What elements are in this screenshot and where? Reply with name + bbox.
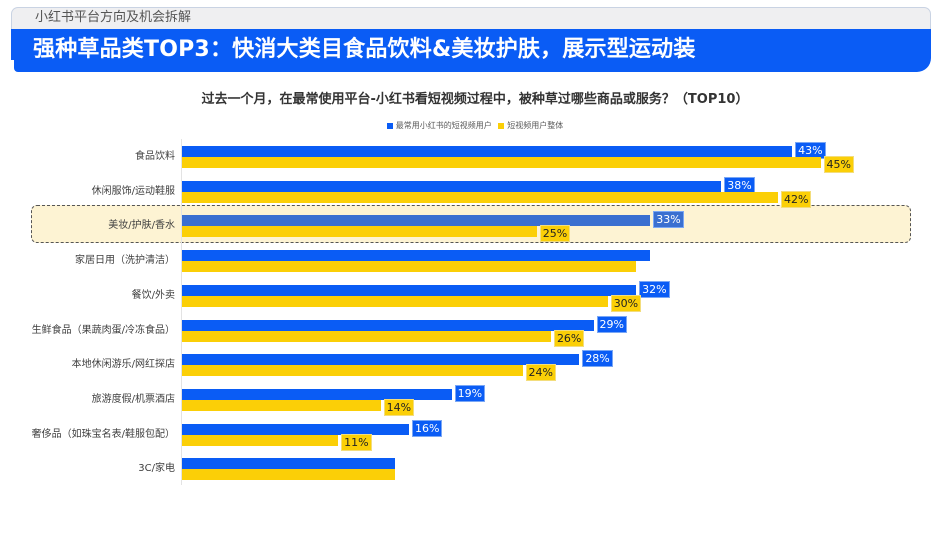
data-label: 25% [539, 225, 571, 243]
data-label: 29% [596, 315, 627, 333]
bar-xiaohongshu-users [182, 423, 410, 435]
category-label: 休闲服饰/运动鞋服 [91, 185, 175, 197]
bar-xiaohongshu-users [182, 458, 395, 470]
legend-item-blue: 最常用小红书的短视频用户 [386, 120, 492, 132]
category-label: 3C/家电 [138, 463, 175, 475]
bar-all-users [182, 295, 608, 307]
bar-all-users [182, 261, 637, 273]
data-label: 11% [341, 433, 372, 451]
bar-all-users [182, 226, 537, 238]
data-label: 33% [653, 211, 684, 229]
category-label: 本地休闲游乐/网红探店 [71, 359, 175, 371]
bar-xiaohongshu-users [182, 388, 452, 400]
category-label: 食品饮料 [135, 151, 175, 162]
legend-label: 最常用小红书的短视频用户 [395, 121, 492, 130]
header-subtitle: 小红书平台方向及机会拆解 [35, 10, 192, 25]
data-label: 14% [383, 398, 415, 416]
data-label: 19% [454, 384, 486, 402]
category-label: 旅游度假/机票酒店 [91, 393, 175, 405]
category-axis [181, 139, 182, 485]
bar-all-users [182, 157, 821, 168]
header-title-bar [11, 29, 931, 72]
data-label: 38% [724, 176, 755, 194]
header-subtitle-bar [11, 7, 931, 29]
data-label: 30% [610, 294, 642, 312]
data-label: 32% [639, 280, 670, 298]
data-label: 26% [553, 329, 585, 347]
category-label: 餐饮/外卖 [131, 289, 175, 301]
bar-all-users [182, 365, 523, 377]
category-label: 生鲜食品（果蔬肉蛋/冷冻食品） [31, 324, 175, 336]
data-label: 42% [780, 190, 812, 208]
category-label: 家居日用（洗护清洁） [75, 255, 175, 267]
bar-all-users [182, 434, 339, 446]
data-label: 43% [795, 142, 826, 159]
bar-xiaohongshu-users [182, 250, 651, 262]
header-tab-corner [14, 60, 25, 72]
data-label: 16% [412, 419, 443, 437]
bar-xiaohongshu-users [182, 319, 594, 331]
bar-all-users [182, 469, 395, 481]
data-label: 45% [823, 156, 854, 173]
bar-all-users [182, 399, 381, 411]
legend-swatch-blue [386, 123, 393, 129]
bar-xiaohongshu-users [182, 354, 580, 366]
bar-all-users [182, 191, 778, 203]
legend-item-yellow: 短视频用户整体 [498, 120, 563, 132]
chart-title: 过去一个月，在最常使用平台-小红书看短视频过程中，被种草过哪些商品或服务？（TO… [201, 92, 749, 107]
category-label: 美妆/护肤/香水 [108, 220, 175, 232]
bar-all-users [182, 330, 551, 342]
bar-xiaohongshu-users [182, 180, 722, 192]
data-label: 24% [525, 364, 556, 382]
bar-xiaohongshu-users [182, 284, 637, 296]
legend-label: 短视频用户整体 [507, 121, 564, 130]
bar-xiaohongshu-users [182, 215, 651, 227]
data-label: 28% [582, 350, 613, 368]
category-label: 奢侈品（如珠宝名表/鞋服包配） [31, 428, 175, 440]
chart-legend: 最常用小红书的短视频用户 短视频用户整体 [0, 120, 950, 133]
legend-swatch-yellow [498, 123, 505, 129]
bar-xiaohongshu-users [182, 146, 793, 157]
page-title: 强种草品类TOP3：快消大类目食品饮料&美妆护肤，展示型运动装 [33, 37, 696, 62]
